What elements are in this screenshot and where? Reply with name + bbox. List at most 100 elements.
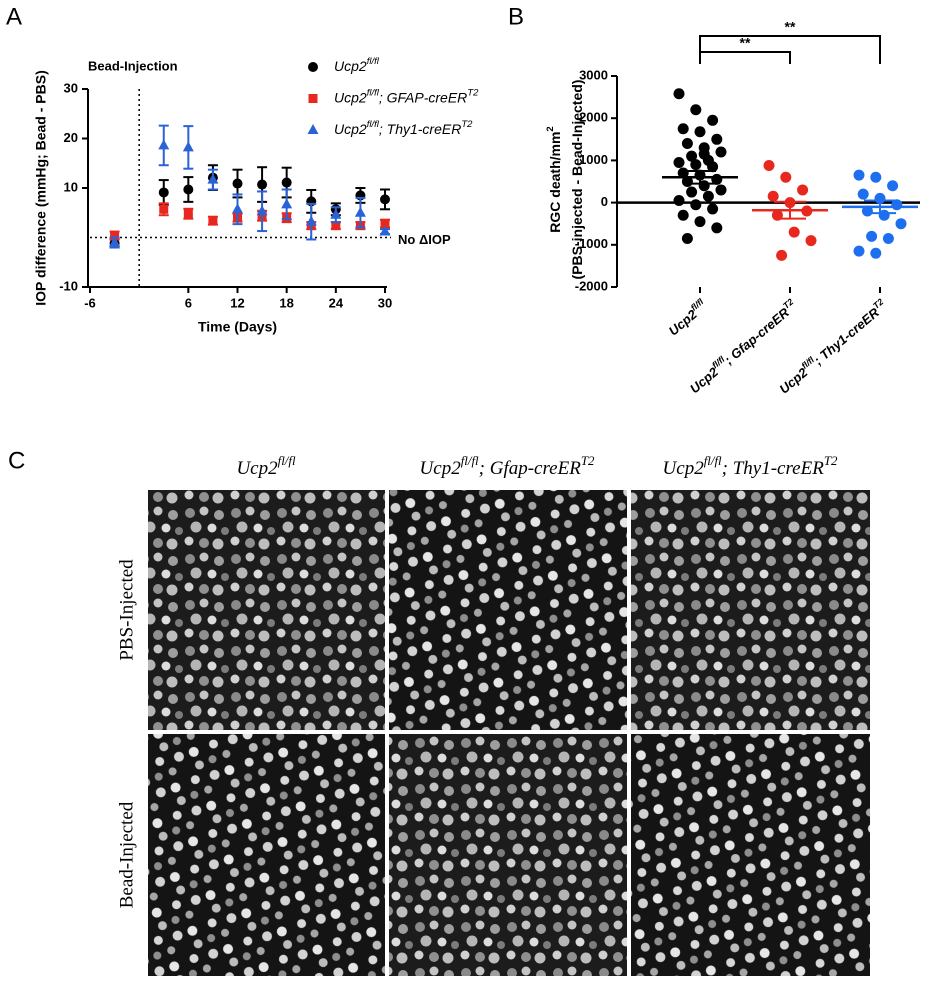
data-point [853,245,865,257]
data-point [711,222,723,234]
text-part: fl/fl [367,56,380,67]
y-axis-title: (PBS-injected - Bead-Injected) [569,80,585,280]
y-tick-label: 30 [64,80,78,95]
text-part: ; Thy1-creER [379,121,461,137]
marker [158,187,169,198]
marker [331,221,341,231]
data-point [690,159,702,171]
x-tick-label: Ucp2fl/fl [665,296,711,338]
text-part: Ucp2 [334,58,367,74]
data-point [870,171,882,183]
marker [281,177,292,188]
text-part: Ucp2 [334,121,367,137]
data-point [882,232,894,244]
marker [354,206,366,217]
y-tick-label: 10 [64,179,78,194]
data-point [707,114,719,126]
text-part: T2 [824,453,838,468]
legend-label: Ucp2fl/fl; Thy1-creERT2 [334,119,473,137]
micrograph [148,490,385,730]
data-point [690,199,702,211]
row-label: Bead-Injected [116,801,137,908]
marker [109,236,121,247]
marker [308,62,318,72]
significance-bracket [699,35,881,64]
data-point [805,235,817,247]
panel-label: A [6,3,22,30]
data-point [870,247,882,259]
annotation: No ΔIOP [398,232,451,247]
data-point [677,209,689,221]
marker [232,203,243,214]
text-part: ; Thy1-creER [722,458,825,479]
data-point [788,226,800,238]
text-part: ; Thy1-creER [811,305,883,368]
data-point [686,186,698,198]
y-tick-label: 20 [64,130,78,145]
x-tick-label: 6 [185,295,192,310]
significance-bracket [699,51,791,64]
micrograph [631,490,870,730]
data-point [707,203,719,215]
row-label: PBS-Injected [116,559,137,661]
marker [182,141,194,152]
marker [380,219,390,229]
text-part: fl/fl [461,453,479,468]
data-point [853,169,865,181]
marker [183,184,194,195]
text-part: fl/fl [367,119,380,130]
sem-bar [864,199,896,215]
data-point [673,88,685,100]
y-tick-label: 3000 [579,67,608,82]
marker [379,225,391,236]
marker [207,173,219,184]
image-grid [148,490,870,976]
sem-bar [684,169,716,185]
data-point [686,150,698,162]
data-point [797,184,809,196]
data-point [694,216,706,228]
x-tick-label: Ucp2fl/fl; Thy1-creERT2 [775,297,890,397]
text-part: Ucp2 [236,458,278,479]
y-tick-label: -2000 [575,278,608,293]
micrograph [631,734,870,976]
data-point [887,180,899,192]
column-label: Ucp2fl/fl; Gfap-creERT2 [420,453,595,479]
text-part: RGC death/mm [547,132,563,233]
marker [183,209,193,219]
panel-label: B [508,3,524,30]
text-part: T2 [461,119,473,130]
text-part: fl/fl [278,453,296,468]
annotation: Bead-Injection [88,58,178,73]
x-tick-label: 12 [230,295,244,310]
text-part: ; Gfap-creER [722,305,793,368]
data-point [776,249,788,261]
significance-label: ** [740,35,751,51]
y-axis-title: RGC death/mm2 [545,126,563,232]
y-tick-label: -1000 [575,236,608,251]
x-tick-label: -6 [84,295,96,310]
y-tick-label: 2000 [579,110,608,125]
y-axis-title: IOP difference (mmHg; Bead - PBS) [33,70,49,305]
data-point [681,138,693,150]
marker [380,194,390,205]
y-tick-label: 1000 [579,152,608,167]
data-point [715,184,727,196]
x-axis-title: Time (Days) [198,319,277,335]
data-point [715,146,727,158]
micrograph [389,734,627,976]
text-part: 2 [545,126,556,131]
text-part: fl/fl [704,453,722,468]
sem-bar [774,200,806,220]
marker [208,216,218,226]
data-point [866,230,878,242]
x-tick-label: 30 [378,295,392,310]
data-point [698,148,710,160]
marker [232,178,243,189]
data-point [690,104,702,116]
text-part: Ucp2 [663,458,705,479]
text-part: Ucp2 [420,458,462,479]
column-label: Ucp2fl/fl [236,453,295,479]
